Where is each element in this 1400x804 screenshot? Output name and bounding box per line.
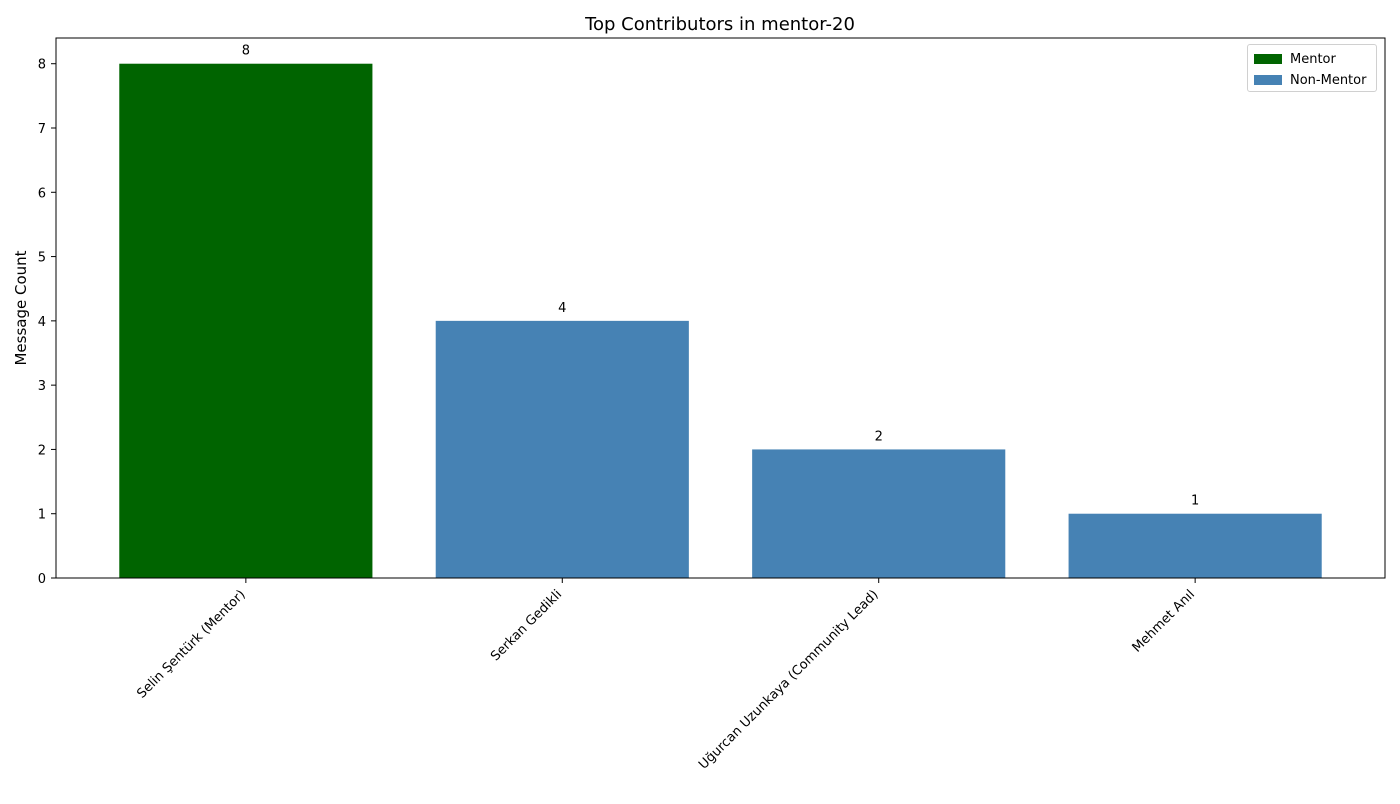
y-tick-label: 8 [38, 58, 46, 73]
x-tick-label: Serkan Gedikli [488, 587, 565, 664]
bar-value-label: 4 [558, 301, 566, 316]
bar-value-label: 8 [242, 44, 250, 59]
y-tick-label: 1 [38, 508, 46, 523]
bar [119, 63, 373, 578]
y-axis-label: Message Count [12, 250, 30, 365]
y-tick-label: 6 [38, 186, 46, 201]
bar [1068, 513, 1322, 578]
y-tick-label: 5 [38, 251, 46, 266]
bars-layer: 8 4 2 1 [119, 44, 1322, 578]
x-tick-label: Mehmet Anıl [1130, 587, 1198, 655]
legend-item-non-mentor: Non-Mentor [1254, 72, 1367, 88]
y-tick-label: 4 [38, 315, 46, 330]
bar-value-label: 1 [1191, 494, 1199, 509]
y-tick-label: 3 [38, 379, 46, 394]
x-tick-label: Uğurcan Uzunkaya (Community Lead) [696, 587, 881, 772]
x-ticks-layer: Selin Şentürk (Mentor) Serkan Gedikli Uğur… [134, 578, 1198, 773]
x-tick-label: Selin Şentürk (Mentor) [134, 587, 248, 701]
y-tick-label: 7 [38, 122, 46, 137]
legend-item-mentor: Mentor [1254, 51, 1336, 67]
y-tick-label: 2 [38, 443, 46, 458]
y-tick-label: 0 [38, 572, 46, 587]
legend-swatch-non-mentor [1254, 75, 1282, 85]
legend-label-non-mentor: Non-Mentor [1290, 72, 1367, 88]
bar [435, 320, 689, 578]
legend-swatch-mentor [1254, 54, 1282, 64]
legend: Mentor Non-Mentor [1247, 44, 1377, 92]
y-ticks-layer: 0 1 2 3 4 5 6 7 8 [38, 58, 56, 587]
bar-value-label: 2 [875, 429, 883, 444]
chart-title: Top Contributors in mentor-20 [584, 14, 855, 35]
bar [752, 449, 1006, 578]
legend-label-mentor: Mentor [1290, 51, 1336, 67]
plot-frame [55, 37, 1386, 579]
